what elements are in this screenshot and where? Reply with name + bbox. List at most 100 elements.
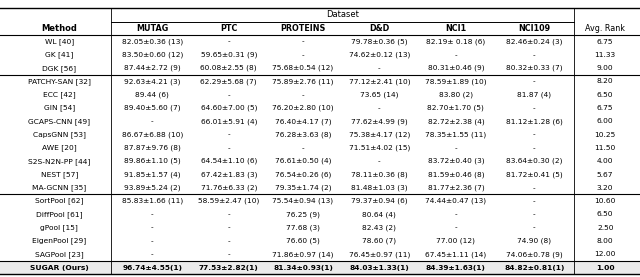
Text: -: -: [151, 211, 154, 217]
Text: 81.59±0.46 (8): 81.59±0.46 (8): [428, 171, 484, 178]
Text: 87.87±9.76 (8): 87.87±9.76 (8): [124, 145, 180, 151]
Text: 76.60 (5): 76.60 (5): [286, 238, 320, 244]
Text: -: -: [533, 145, 536, 151]
Text: 83.72±0.40 (3): 83.72±0.40 (3): [428, 158, 484, 165]
Text: 11.50: 11.50: [595, 145, 616, 151]
Text: 76.61±0.50 (4): 76.61±0.50 (4): [275, 158, 332, 165]
Text: 71.86±0.97 (14): 71.86±0.97 (14): [272, 251, 333, 258]
Text: -: -: [533, 52, 536, 58]
Text: 67.42±1.83 (3): 67.42±1.83 (3): [200, 171, 257, 178]
Text: -: -: [227, 211, 230, 217]
Text: 81.72±0.41 (5): 81.72±0.41 (5): [506, 171, 563, 178]
Text: 78.11±0.36 (8): 78.11±0.36 (8): [351, 171, 408, 178]
Text: -: -: [378, 105, 381, 111]
Text: NEST [57]: NEST [57]: [40, 171, 78, 178]
Text: 84.39±1.63(1): 84.39±1.63(1): [426, 265, 486, 271]
Text: -: -: [533, 185, 536, 191]
Text: DiffPool [61]: DiffPool [61]: [36, 211, 83, 218]
Text: 8.20: 8.20: [597, 78, 614, 84]
Text: EigenPool [29]: EigenPool [29]: [32, 238, 86, 244]
Text: 1.00: 1.00: [596, 265, 614, 271]
Text: 81.87 (4): 81.87 (4): [517, 91, 552, 98]
Text: 60.08±2.55 (8): 60.08±2.55 (8): [200, 65, 257, 71]
Text: 87.44±2.72 (9): 87.44±2.72 (9): [124, 65, 180, 71]
Text: 66.01±5.91 (4): 66.01±5.91 (4): [200, 118, 257, 125]
Text: 86.67±6.88 (10): 86.67±6.88 (10): [122, 131, 183, 138]
Text: -: -: [378, 65, 381, 71]
Text: 6.75: 6.75: [597, 105, 614, 111]
Text: -: -: [301, 145, 304, 151]
Text: -: -: [227, 225, 230, 231]
Text: 83.50±0.60 (12): 83.50±0.60 (12): [122, 52, 183, 58]
Text: 77.68 (3): 77.68 (3): [286, 224, 320, 231]
Text: 89.40±5.60 (7): 89.40±5.60 (7): [124, 105, 180, 111]
Text: 10.25: 10.25: [595, 132, 616, 138]
Text: 59.65±0.31 (9): 59.65±0.31 (9): [200, 52, 257, 58]
Text: D&D: D&D: [369, 24, 390, 33]
Text: 74.06±0.78 (9): 74.06±0.78 (9): [506, 251, 563, 258]
Text: 62.29±5.68 (7): 62.29±5.68 (7): [200, 78, 257, 85]
Text: 76.25 (9): 76.25 (9): [286, 211, 320, 218]
Text: 75.89±2.76 (11): 75.89±2.76 (11): [272, 78, 333, 85]
Text: 78.35±1.55 (11): 78.35±1.55 (11): [426, 131, 486, 138]
Text: 76.45±0.97 (11): 76.45±0.97 (11): [349, 251, 410, 258]
Text: 76.40±4.17 (7): 76.40±4.17 (7): [275, 118, 332, 125]
Text: -: -: [533, 105, 536, 111]
Text: 74.62±0.12 (13): 74.62±0.12 (13): [349, 52, 410, 58]
Text: 80.32±0.33 (7): 80.32±0.33 (7): [506, 65, 563, 71]
Text: AWE [20]: AWE [20]: [42, 145, 77, 151]
Text: 84.82±0.81(1): 84.82±0.81(1): [504, 265, 564, 271]
Text: 76.54±0.26 (6): 76.54±0.26 (6): [275, 171, 331, 178]
Text: 74.90 (8): 74.90 (8): [517, 238, 552, 244]
Text: 89.44 (6): 89.44 (6): [136, 91, 169, 98]
Text: 3.20: 3.20: [597, 185, 614, 191]
Text: MA-GCNN [35]: MA-GCNN [35]: [32, 184, 86, 191]
Text: GIN [54]: GIN [54]: [44, 105, 75, 111]
Text: -: -: [301, 52, 304, 58]
Text: 73.65 (14): 73.65 (14): [360, 91, 399, 98]
Text: -: -: [151, 225, 154, 231]
Text: -: -: [454, 145, 457, 151]
Text: 6.75: 6.75: [597, 39, 614, 45]
Text: -: -: [227, 39, 230, 45]
Text: -: -: [227, 132, 230, 138]
Text: -: -: [227, 251, 230, 257]
Text: 75.38±4.17 (12): 75.38±4.17 (12): [349, 131, 410, 138]
Text: 82.43 (2): 82.43 (2): [362, 224, 396, 231]
Text: 74.44±0.47 (13): 74.44±0.47 (13): [426, 198, 486, 204]
Text: -: -: [378, 158, 381, 164]
Text: NCI1: NCI1: [445, 24, 467, 33]
Text: 82.72±2.38 (4): 82.72±2.38 (4): [428, 118, 484, 125]
Text: 81.12±1.28 (6): 81.12±1.28 (6): [506, 118, 563, 125]
Text: -: -: [227, 92, 230, 98]
Text: 96.74±4.55(1): 96.74±4.55(1): [122, 265, 182, 271]
Text: DGK [56]: DGK [56]: [42, 65, 76, 71]
Text: 82.05±0.36 (13): 82.05±0.36 (13): [122, 38, 183, 45]
Text: 76.28±3.63 (8): 76.28±3.63 (8): [275, 131, 332, 138]
Text: 64.54±1.10 (6): 64.54±1.10 (6): [200, 158, 257, 165]
Text: 79.37±0.94 (6): 79.37±0.94 (6): [351, 198, 408, 204]
Text: 75.54±0.94 (13): 75.54±0.94 (13): [273, 198, 333, 204]
Text: 77.00 (12): 77.00 (12): [436, 238, 476, 244]
Text: -: -: [151, 118, 154, 124]
Text: GCAPS-CNN [49]: GCAPS-CNN [49]: [28, 118, 90, 125]
Text: 6.50: 6.50: [597, 92, 614, 98]
Text: 83.64±0.30 (2): 83.64±0.30 (2): [506, 158, 563, 165]
Text: -: -: [533, 198, 536, 204]
Text: 9.00: 9.00: [597, 65, 614, 71]
Text: 12.00: 12.00: [595, 251, 616, 257]
Text: 82.19± 0.18 (6): 82.19± 0.18 (6): [426, 38, 486, 45]
Text: -: -: [533, 132, 536, 138]
Text: CapsGNN [53]: CapsGNN [53]: [33, 131, 86, 138]
Text: 75.68±0.54 (12): 75.68±0.54 (12): [273, 65, 333, 71]
Text: 58.59±2.47 (10): 58.59±2.47 (10): [198, 198, 259, 204]
Text: GK [41]: GK [41]: [45, 52, 74, 58]
Text: 10.60: 10.60: [595, 198, 616, 204]
Text: 11.33: 11.33: [595, 52, 616, 58]
Text: 93.89±5.24 (2): 93.89±5.24 (2): [124, 184, 180, 191]
Text: 79.35±1.74 (2): 79.35±1.74 (2): [275, 184, 332, 191]
Text: 5.67: 5.67: [597, 171, 614, 178]
Text: 81.77±2.36 (7): 81.77±2.36 (7): [428, 184, 484, 191]
Text: -: -: [151, 251, 154, 257]
Text: -: -: [533, 78, 536, 84]
